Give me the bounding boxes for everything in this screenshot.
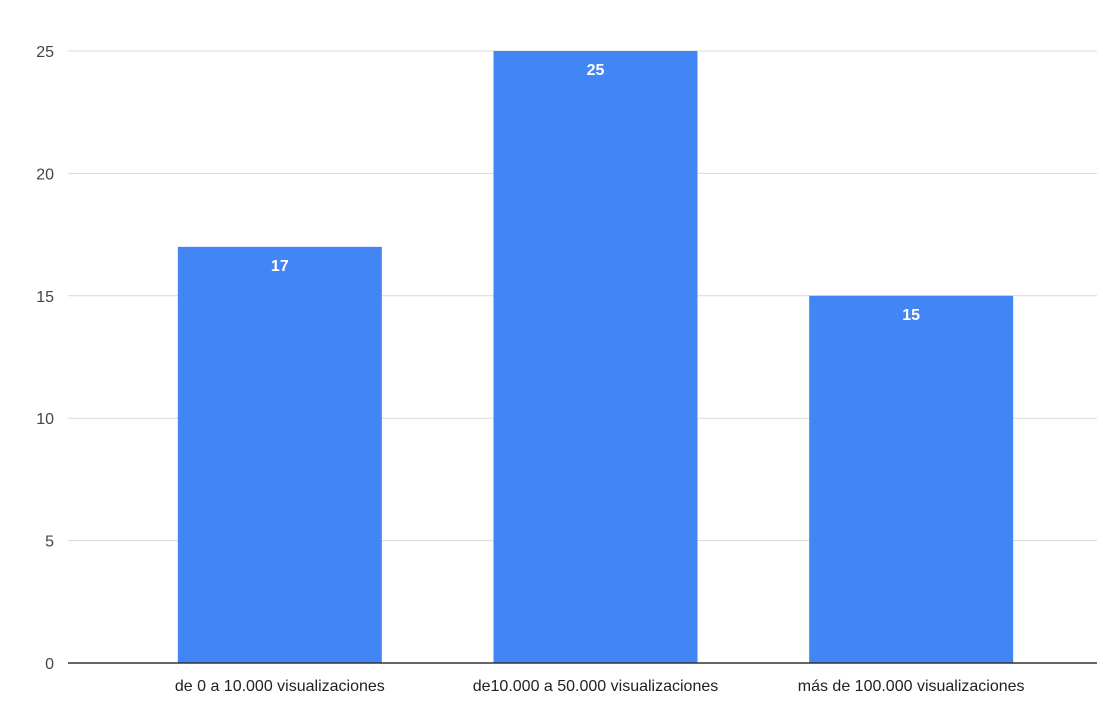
- x-category-label: de 0 a 10.000 visualizaciones: [175, 678, 385, 695]
- bar: [809, 295, 1014, 663]
- y-tick-label: 25: [36, 44, 54, 61]
- bar: [177, 246, 382, 663]
- y-tick-label: 0: [45, 656, 54, 673]
- x-category-label: de10.000 a 50.000 visualizaciones: [473, 678, 719, 695]
- x-category-label: más de 100.000 visualizaciones: [798, 678, 1025, 695]
- y-tick-label: 20: [36, 166, 54, 183]
- bars: [177, 51, 1014, 663]
- y-tick-label: 15: [36, 289, 54, 306]
- y-axis-tick-labels: 0 5 10 15 20 25: [36, 44, 54, 673]
- bar-value-label: 17: [271, 258, 289, 275]
- bar: [493, 51, 698, 663]
- y-tick-label: 5: [45, 534, 54, 551]
- bar-value-label: 15: [902, 307, 920, 324]
- y-tick-label: 10: [36, 411, 54, 428]
- data-labels: 17 25 15: [271, 62, 920, 324]
- x-axis-category-labels: de 0 a 10.000 visualizaciones de10.000 a …: [175, 678, 1025, 695]
- bar-value-label: 25: [587, 62, 605, 79]
